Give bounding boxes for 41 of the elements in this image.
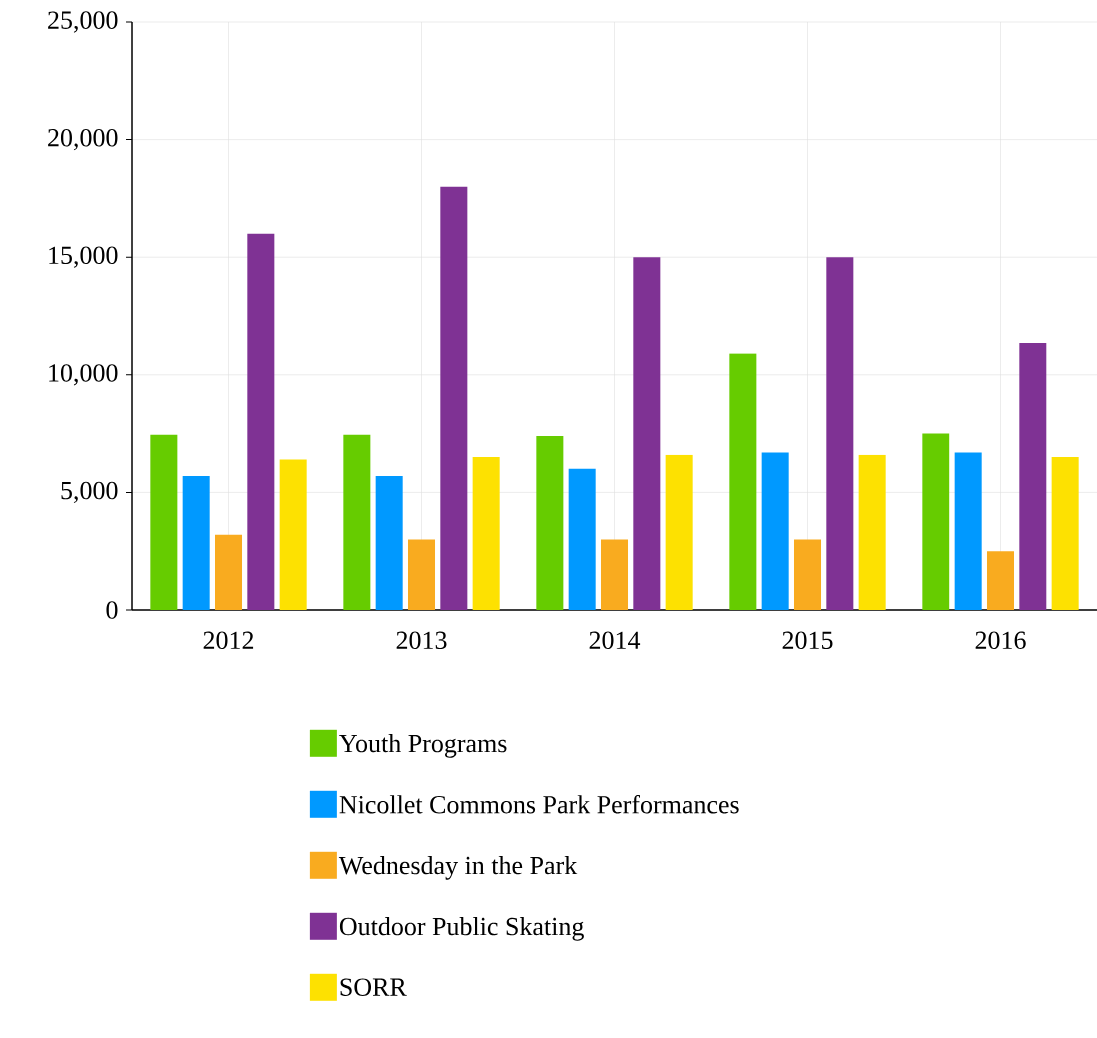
- legend-label: SORR: [340, 978, 407, 996]
- bar: [182, 475, 210, 610]
- y-tick-label: 10,000: [49, 364, 118, 386]
- bar: [858, 454, 886, 610]
- x-tick-label: 2013: [396, 631, 447, 650]
- bar: [150, 434, 178, 610]
- bar: [729, 353, 757, 610]
- bar: [954, 452, 982, 610]
- x-tick-label: 2012: [203, 631, 254, 650]
- bar: [986, 551, 1015, 610]
- x-tick-label: 2015: [782, 631, 833, 650]
- bar: [408, 539, 436, 610]
- x-tick-label: 2016: [975, 631, 1026, 650]
- bar: [601, 539, 629, 610]
- legend-label: Outdoor Public Skating: [339, 917, 584, 941]
- bar: [665, 454, 693, 610]
- y-tick-label: 0: [106, 601, 118, 619]
- x-tick-label: 2014: [589, 631, 641, 650]
- legend-label: Nicollet Commons Park Performances: [339, 794, 739, 814]
- bar: [922, 433, 950, 610]
- bar: [472, 457, 500, 610]
- bar: [279, 459, 307, 610]
- y-tick-label: 20,000: [48, 128, 118, 151]
- y-tick-label: 25,000: [48, 11, 118, 33]
- bar: [794, 539, 822, 610]
- bar: [440, 186, 468, 610]
- bar: [375, 475, 403, 610]
- legend-label: Youth Programs: [339, 734, 507, 758]
- bar: [247, 233, 275, 610]
- bar: [761, 452, 789, 610]
- bar: [568, 468, 596, 610]
- y-tick-label: 15,000: [49, 246, 118, 268]
- bar: [215, 534, 243, 610]
- bar: [1051, 457, 1079, 610]
- bar: [536, 435, 564, 610]
- bar: [1019, 343, 1047, 610]
- bar: [343, 434, 371, 610]
- bar: [633, 257, 661, 610]
- y-tick-label: 5,000: [61, 481, 118, 504]
- bar: [826, 257, 854, 610]
- legend-label: Wednesday in the Park: [338, 856, 578, 880]
